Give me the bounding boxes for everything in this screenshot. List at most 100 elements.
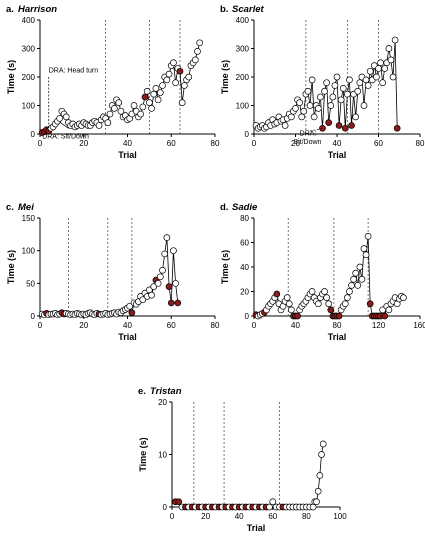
data-point-open (321, 288, 328, 295)
data-point-open (170, 59, 177, 67)
data-point-open (191, 56, 199, 64)
x-tick-label: 0 (170, 512, 175, 521)
data-point-open (348, 282, 355, 289)
data-point-open (148, 291, 155, 299)
y-tick-label: 300 (236, 45, 250, 54)
data-point-open (316, 472, 324, 479)
annotation-text: DRA: Sit/Down (42, 133, 89, 140)
data-point-open (325, 300, 333, 308)
data-point-open (346, 76, 353, 84)
data-point-open (288, 113, 295, 121)
data-point-open (62, 113, 70, 121)
data-point-open (288, 306, 295, 314)
y-tick-label: 20 (158, 398, 167, 407)
data-point-open (389, 73, 397, 81)
data-point-open (146, 99, 153, 107)
data-point-open (350, 275, 357, 283)
data-point-open (269, 498, 277, 506)
data-point-open (196, 39, 204, 47)
x-tick-label: 0 (252, 139, 257, 148)
data-point-open (313, 498, 320, 506)
data-point-open (339, 85, 347, 92)
x-tick-label: 120 (372, 321, 386, 330)
data-point-open (283, 294, 291, 301)
x-tick-label: 60 (268, 512, 277, 521)
data-point-filled (335, 122, 343, 129)
y-tick-label: 400 (236, 16, 250, 25)
data-point-open (321, 87, 328, 95)
data-point-filled (141, 93, 149, 101)
panel-d-sadie: d. Sadie 0 20 40 60 80 0 40 80 120 160 Trial Time (s) (220, 202, 425, 342)
x-tick-label: 80 (416, 139, 425, 148)
data-point-open (304, 87, 312, 95)
data-point-open (387, 56, 395, 64)
data-point-open (400, 294, 407, 301)
data-point-open (111, 104, 118, 112)
data-point-open (163, 234, 171, 241)
panel-label: b. (220, 4, 228, 15)
x-tick-label: 20 (79, 321, 88, 330)
data-point-open (306, 102, 314, 109)
data-point-open (314, 487, 322, 495)
data-point-open (152, 85, 160, 92)
data-point-open (344, 90, 351, 98)
x-axis-title: Trial (328, 150, 347, 160)
y-axis-title: Time (s) (220, 250, 230, 284)
data-point-open (314, 300, 322, 308)
data-point-filled (325, 119, 333, 126)
y-axis-title: Time (s) (138, 437, 148, 471)
y-tick-label: 0 (163, 503, 168, 512)
data-point-open (327, 102, 335, 109)
y-tick-label: 0 (245, 312, 250, 321)
panel-label: e. (138, 386, 146, 397)
y-tick-label: 300 (22, 45, 36, 54)
data-point-open (181, 82, 188, 89)
data-point-open (333, 73, 341, 81)
data-point-open (172, 279, 179, 287)
y-tick-label: 0 (245, 130, 250, 139)
data-point-filled (348, 122, 355, 129)
data-point-open (310, 113, 318, 121)
data-point-open (156, 273, 164, 281)
data-point-open (298, 113, 306, 121)
annotation-arrow (309, 127, 323, 132)
annotation-text: DRA: Head turn (49, 68, 99, 75)
data-point-open (385, 45, 393, 52)
x-axis-title: Trial (247, 523, 266, 533)
panel-b-scarlet: b. Scarlet 0 100 200 300 400 0 20 40 60 80 Trial Time… (220, 4, 425, 160)
data-point-open (323, 294, 330, 301)
data-point-open (331, 82, 339, 89)
data-point-open (170, 247, 177, 255)
data-point-open (104, 119, 112, 126)
data-point-open (154, 96, 162, 104)
data-point-open (154, 279, 162, 287)
data-point-open (163, 76, 171, 84)
data-point-open (266, 503, 273, 511)
data-point-open (172, 79, 179, 87)
panel-label: c. (6, 202, 14, 213)
panel-subject: Tristan (150, 386, 182, 397)
x-tick-label: 0 (252, 321, 257, 330)
y-tick-label: 40 (240, 263, 249, 272)
data-point-open (391, 36, 399, 44)
data-point-open (381, 65, 389, 72)
y-tick-label: 100 (22, 102, 36, 111)
data-point-open (137, 110, 144, 118)
x-tick-label: 40 (235, 512, 244, 521)
data-point-open (364, 233, 372, 240)
data-point-filled (174, 299, 182, 307)
y-tick-label: 400 (22, 16, 36, 25)
data-point-filled (319, 124, 326, 132)
data-point-open (323, 79, 330, 87)
data-point-open (375, 65, 382, 72)
data-point-open (360, 102, 368, 109)
data-point-open (296, 99, 303, 107)
data-point-open (366, 67, 374, 75)
data-point-open (161, 250, 169, 258)
data-point-open (178, 99, 186, 107)
panel-a-harrison: a. Harrison 0 100 200 300 400 0 20 40 60 80 Trial Tim… (6, 4, 220, 160)
y-tick-label: 200 (236, 73, 250, 82)
x-tick-label: 40 (123, 321, 132, 330)
x-tick-label: 80 (211, 321, 220, 330)
